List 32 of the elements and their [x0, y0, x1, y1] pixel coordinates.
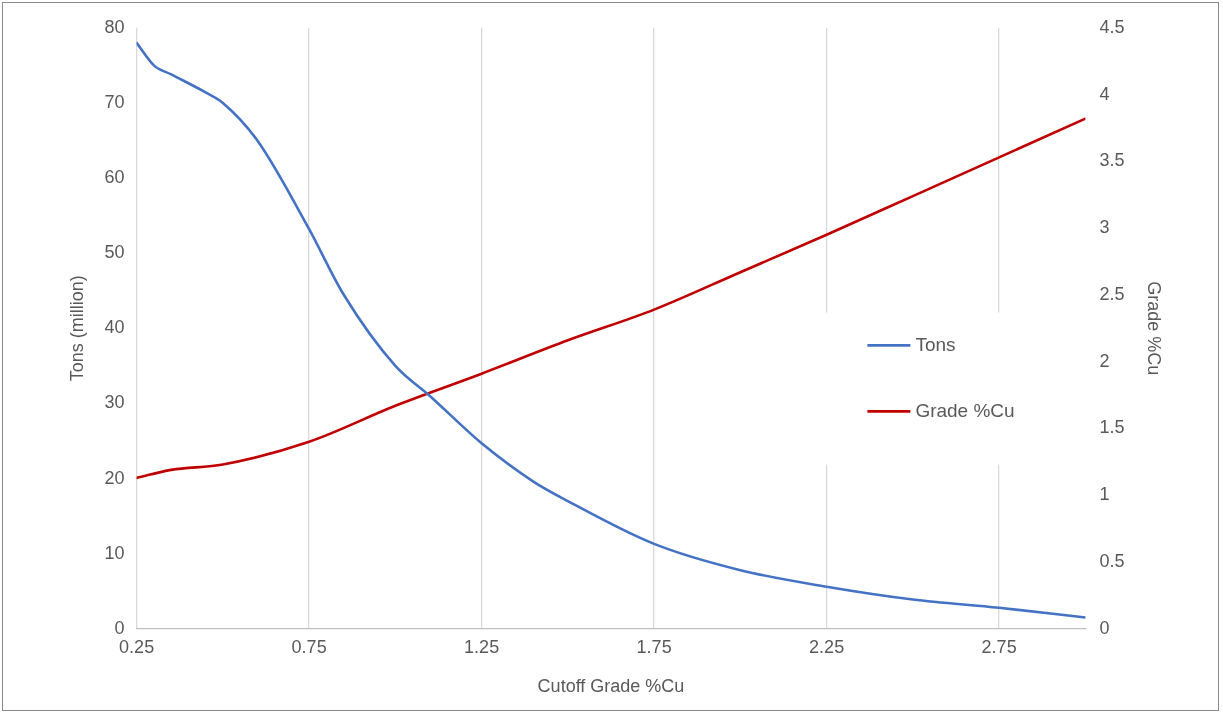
- line-series: [136, 117, 1086, 480]
- x-axis-title: Cutoff Grade %Cu: [537, 676, 685, 697]
- y2-tick-label: 2: [1099, 350, 1110, 371]
- y2-tick-label: 4.5: [1099, 16, 1125, 37]
- y-tick-label: 0: [114, 617, 125, 638]
- x-tick-label: 1.25: [464, 636, 500, 657]
- y2-tick-label: 0.5: [1099, 550, 1125, 571]
- x-tick-label: 1.75: [636, 636, 672, 657]
- y2-tick-label: 1: [1099, 484, 1110, 505]
- legend-label: Grade %Cu: [915, 399, 1015, 421]
- y-axis-title: Tons (million): [66, 275, 87, 382]
- x-tick-label: 2.75: [981, 636, 1017, 657]
- y-tick-label: 10: [104, 542, 125, 563]
- y-tick-label: 30: [104, 392, 125, 413]
- y-tick-label: 70: [104, 91, 125, 112]
- y-tick-label: 80: [104, 16, 125, 37]
- y2-tick-label: 3.5: [1099, 150, 1125, 171]
- y2-tick-label: 0: [1099, 617, 1110, 638]
- y-tick-label: 60: [104, 167, 125, 188]
- y-tick-label: 40: [104, 317, 125, 338]
- y2-tick-label: 2.5: [1099, 283, 1125, 304]
- y-tick-label: 20: [104, 467, 125, 488]
- line-series: [136, 41, 1086, 619]
- y2-tick-label: 3: [1099, 217, 1110, 238]
- y-tick-label: 50: [104, 242, 125, 263]
- y2-axis-title: Grade %Cu: [1144, 281, 1165, 376]
- x-tick-label: 0.25: [119, 636, 155, 657]
- y2-tick-label: 1.5: [1099, 417, 1125, 438]
- y2-tick-label: 4: [1099, 83, 1110, 104]
- x-tick-label: 2.25: [809, 636, 845, 657]
- legend-label: Tons: [915, 333, 956, 355]
- x-tick-label: 0.75: [291, 636, 327, 657]
